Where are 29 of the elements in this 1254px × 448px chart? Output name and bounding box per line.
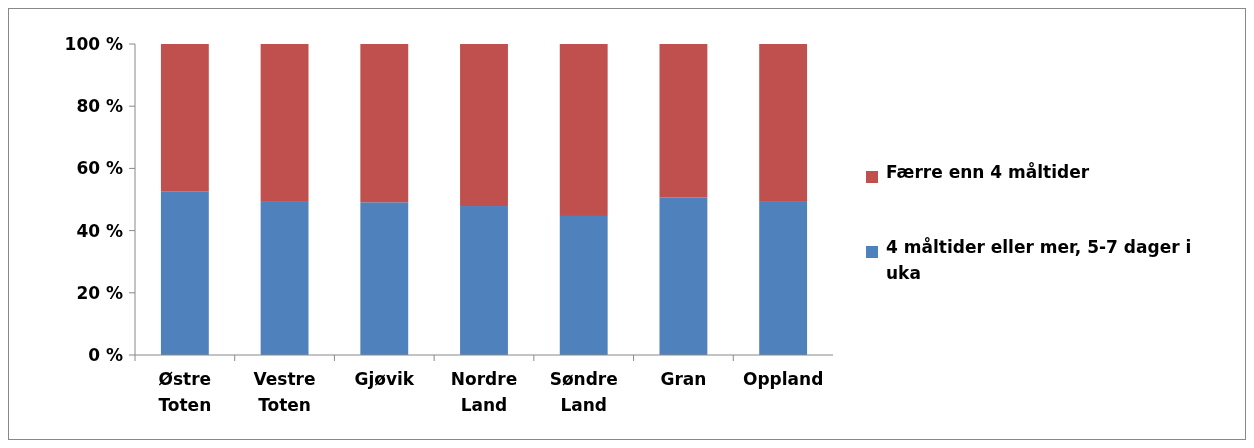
bar: [759, 201, 808, 355]
bar: [759, 44, 808, 202]
bar: [160, 44, 209, 192]
bar: [260, 201, 309, 355]
legend-label: Færre enn 4 måltider: [886, 161, 1090, 182]
y-tick-label: 0 %: [88, 344, 123, 365]
y-tick-label: 100 %: [64, 33, 123, 54]
x-tick-label: Nordre Land: [450, 369, 518, 415]
y-tick-label: 40 %: [76, 220, 123, 241]
y-tick-label: 60 %: [76, 158, 123, 179]
x-tick-label: Søndre Land: [549, 369, 618, 415]
x-tick-label: Oppland: [742, 369, 824, 389]
bar: [659, 197, 708, 355]
bar: [559, 215, 608, 355]
bar: [460, 44, 508, 207]
x-tick-label: Gjøvik: [354, 369, 415, 389]
bar: [360, 202, 409, 355]
bar: [559, 44, 608, 216]
bar: [160, 191, 209, 355]
x-tick-label: Østre Toten: [158, 369, 212, 415]
bar: [460, 206, 508, 355]
y-tick-label: 20 %: [76, 282, 123, 303]
x-tick-label: Vestre Toten: [253, 369, 316, 415]
bar: [360, 44, 409, 203]
y-tick-label: 80 %: [76, 96, 123, 117]
legend-label: 4 måltider eller mer, 5-7 dager i uka: [886, 236, 1192, 283]
bar: [659, 44, 708, 198]
x-tick-label: Gran: [660, 369, 707, 389]
bar: [260, 44, 309, 202]
